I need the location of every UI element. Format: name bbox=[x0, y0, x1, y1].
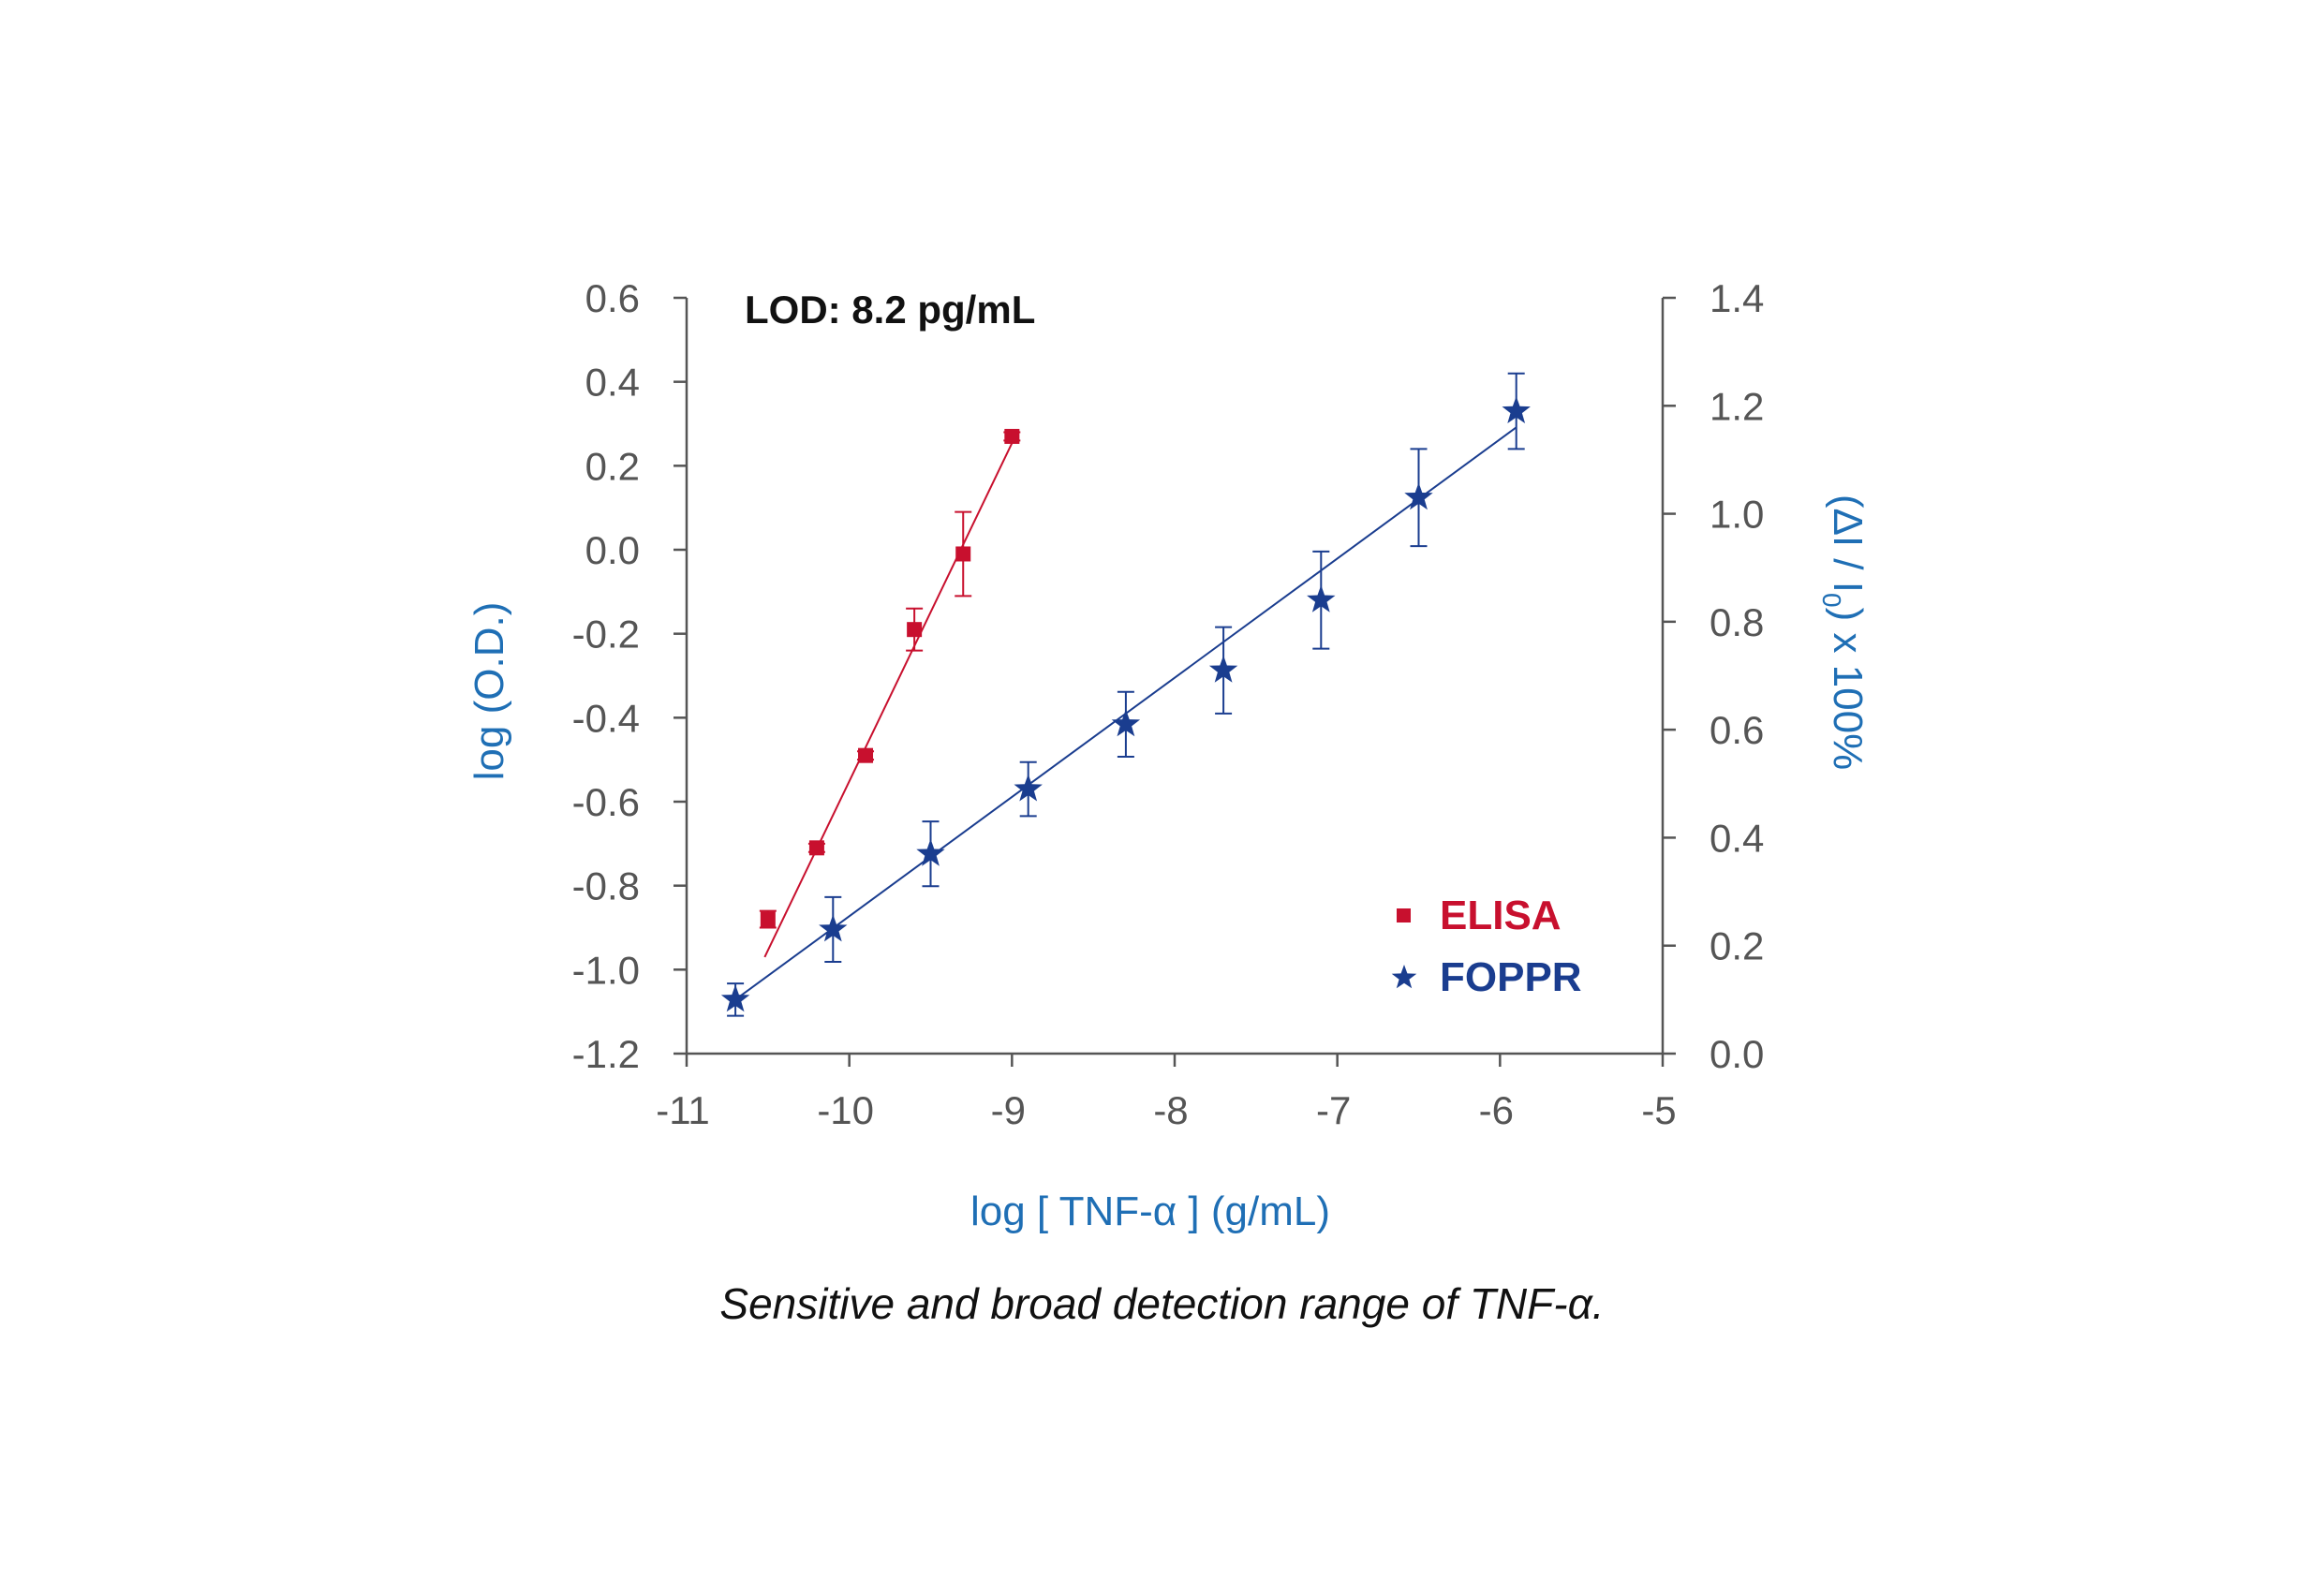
data-point-foppr bbox=[916, 838, 945, 866]
data-point-foppr bbox=[1208, 655, 1238, 683]
left-y-tick-label: 0.4 bbox=[585, 361, 640, 405]
x-tick-label: -9 bbox=[991, 1088, 1026, 1132]
data-point-elisa bbox=[760, 911, 776, 927]
left-y-tick-label: 0.0 bbox=[585, 528, 640, 572]
right-y-tick-label: 0.0 bbox=[1710, 1032, 1764, 1076]
data-point-elisa bbox=[955, 546, 971, 562]
data-point-elisa bbox=[1004, 428, 1020, 444]
left-y-tick-label: 0.6 bbox=[585, 276, 640, 320]
data-point-foppr bbox=[1404, 482, 1433, 510]
left-y-tick-label: -1.2 bbox=[572, 1032, 640, 1076]
left-y-tick-label: -0.4 bbox=[572, 696, 640, 740]
right-y-tick-label: 0.6 bbox=[1710, 708, 1764, 752]
x-tick-label: -8 bbox=[1153, 1088, 1188, 1132]
legend-label-foppr: FOPPR bbox=[1440, 954, 1582, 1000]
chart-markers bbox=[720, 396, 1531, 1012]
right-y-tick-label: 0.2 bbox=[1710, 924, 1764, 968]
data-point-foppr bbox=[1307, 584, 1336, 613]
x-tick-label: -6 bbox=[1479, 1088, 1514, 1132]
data-point-elisa bbox=[907, 622, 923, 638]
legend-marker-foppr bbox=[1391, 965, 1417, 989]
left-y-axis-title: log (O.D.) bbox=[466, 602, 512, 781]
right-y-tick-label: 1.2 bbox=[1710, 384, 1764, 428]
x-tick-label: -5 bbox=[1641, 1088, 1676, 1132]
data-point-foppr bbox=[1111, 709, 1141, 737]
data-point-foppr bbox=[1502, 396, 1531, 423]
data-point-foppr bbox=[720, 984, 750, 1012]
right-y-tick-label: 0.8 bbox=[1710, 600, 1764, 644]
x-tick-label: -11 bbox=[656, 1088, 710, 1132]
data-point-elisa bbox=[808, 840, 824, 856]
left-y-tick-label: -0.8 bbox=[572, 864, 640, 908]
x-tick-label: -7 bbox=[1316, 1088, 1351, 1132]
fit-line-elisa bbox=[763, 435, 1016, 958]
right-y-axis-title-subscript: 0 bbox=[1817, 593, 1846, 608]
legend: ELISA FOPPR bbox=[1391, 893, 1582, 1000]
legend-label-elisa: ELISA bbox=[1440, 893, 1562, 938]
data-point-foppr bbox=[819, 914, 848, 942]
left-y-tick-label: -0.2 bbox=[572, 613, 640, 657]
right-y-axis-title: (ΔI / I0) x 100% bbox=[1817, 494, 1871, 770]
x-tick-label: -10 bbox=[817, 1088, 874, 1132]
right-y-axis-title-main: (ΔI / I bbox=[1825, 494, 1871, 593]
figure-caption: Sensitive and broad detection range of T… bbox=[719, 1279, 1605, 1328]
left-y-tick-label: 0.2 bbox=[585, 444, 640, 488]
x-axis-title: log [ TNF-α ] (g/mL) bbox=[970, 1188, 1330, 1234]
lod-annotation: LOD: 8.2 pg/mL bbox=[745, 288, 1035, 332]
right-y-axis-title-tail: ) x 100% bbox=[1825, 608, 1871, 771]
data-point-foppr bbox=[1014, 774, 1043, 802]
right-y-tick-label: 1.4 bbox=[1710, 276, 1764, 320]
legend-marker-elisa bbox=[1397, 908, 1411, 922]
left-y-tick-label: -1.0 bbox=[572, 948, 640, 992]
right-y-tick-label: 0.4 bbox=[1710, 816, 1764, 860]
data-point-elisa bbox=[858, 747, 874, 763]
chart-tick-labels: -11 -10 -9 -8 -7 -6 -5 0.6 0.4 0.2 0.0 -0.2 -0.4 -0.6… bbox=[572, 276, 1765, 1132]
left-y-tick-label: -0.6 bbox=[572, 780, 640, 824]
chart-axes bbox=[674, 296, 1676, 1067]
right-y-tick-label: 1.0 bbox=[1710, 493, 1764, 537]
